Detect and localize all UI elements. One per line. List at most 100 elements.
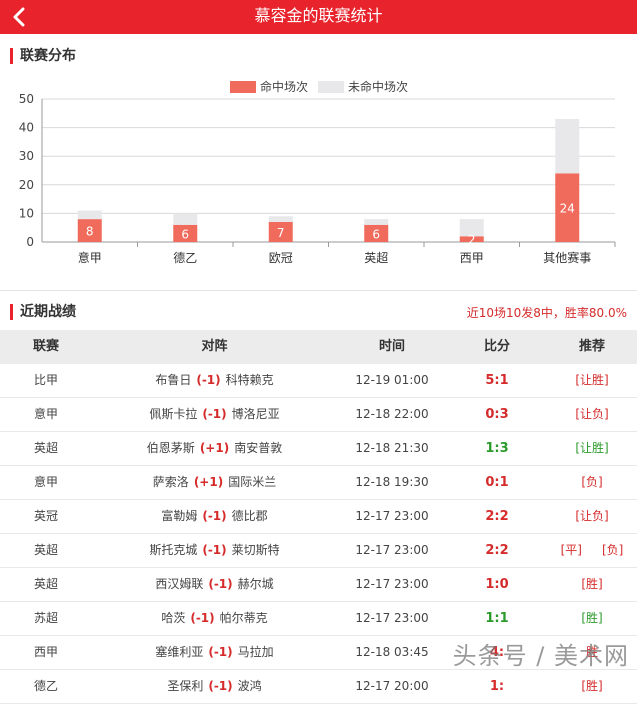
table-row[interactable]: 英冠 富勒姆 (-1) 德比郡 12-17 23:00 2:2 [让负] — [0, 500, 637, 534]
time-cell: 12-17 20:00 — [355, 679, 429, 693]
home-team: 佩斯卡拉 — [149, 407, 198, 421]
time-cell: 12-17 23:00 — [355, 611, 429, 625]
bar-miss — [555, 119, 580, 174]
table-header: 联赛 对阵 时间 比分 推荐 — [0, 330, 637, 364]
legend-swatch-miss — [318, 80, 344, 93]
away-team: 马拉加 — [237, 645, 274, 659]
away-team: 帕尔蒂克 — [219, 611, 268, 625]
bar-miss — [364, 219, 389, 225]
column-header-league: 联赛 — [32, 339, 59, 354]
recommend-tag: [胜] — [581, 679, 603, 693]
table-row[interactable]: 苏超 哈茨 (-1) 帕尔蒂克 12-17 23:00 1:1 [胜] — [0, 602, 637, 636]
recommend-cell: [让胜] — [547, 364, 637, 397]
recommend-tag: [让胜] — [575, 441, 609, 455]
table-row[interactable]: 英超 斯托克城 (-1) 莱切斯特 12-17 23:00 2:2 [平] [负] — [0, 534, 637, 568]
table-row[interactable]: 英超 伯恩茅斯 (+1) 南安普敦 12-18 21:30 1:3 [让胜] — [0, 432, 637, 466]
recommend-cell: 胜 — [547, 636, 637, 669]
match-cell: 圣保利 (-1) 波鸿 — [92, 670, 337, 703]
bar-hit — [77, 219, 102, 242]
bar-data-label: 24 — [560, 202, 575, 216]
recommend-tag: [平] — [560, 543, 582, 557]
league-bar-chart: 0 10 20 30 40 50 8 意甲 6 德乙 7 欧冠 6 英超 2 西甲 24 其他赛事 — [19, 92, 616, 265]
recommend-tag: [胜] — [581, 611, 603, 625]
score-value: 1: — [489, 679, 505, 694]
x-tick-label: 德乙 — [173, 250, 197, 265]
home-team: 圣保利 — [167, 679, 204, 693]
score-cell: 1:1 — [447, 602, 547, 635]
table-row[interactable]: 英超 西汉姆联 (-1) 赫尔城 12-17 23:00 1:0 [胜] — [0, 568, 637, 602]
y-tick-label: 40 — [19, 121, 34, 135]
record-summary: 近10场10发8中，胜率80.0% — [466, 306, 627, 320]
back-button[interactable] — [4, 0, 34, 34]
recommend-tag: [让负] — [575, 407, 609, 421]
bar-miss — [459, 219, 484, 237]
handicap: (-1) — [208, 645, 233, 659]
home-team: 斯托克城 — [149, 543, 198, 557]
legend-label-miss: 未命中场次 — [348, 80, 409, 94]
recommend-cell: [胜] — [547, 602, 637, 635]
bar-data-label: 6 — [181, 227, 189, 241]
recommend-cell: [让胜] — [547, 432, 637, 465]
app-header: 慕容金的联赛统计 — [0, 0, 637, 34]
section-accent-bar — [10, 304, 13, 320]
recommend-cell: [胜] — [547, 568, 637, 601]
bar-hit — [555, 173, 580, 242]
league-cell: 英冠 — [33, 509, 58, 523]
column-header-match: 对阵 — [201, 339, 228, 354]
handicap: (+1) — [193, 475, 224, 489]
bar-data-label: 6 — [372, 227, 380, 241]
score-value: 0:1 — [485, 475, 509, 490]
score-cell: 2:2 — [447, 500, 547, 533]
score-value: 1:0 — [485, 577, 509, 592]
away-team: 波鸿 — [237, 679, 262, 693]
legend-swatch-hit — [230, 80, 256, 93]
score-value: 2:2 — [485, 543, 509, 558]
y-tick-label: 0 — [26, 235, 34, 249]
recommend-tag: [让胜] — [575, 373, 609, 387]
league-cell: 苏超 — [33, 611, 58, 625]
league-cell: 西甲 — [33, 645, 58, 659]
handicap: (-1) — [202, 543, 227, 557]
away-team: 科特赖克 — [225, 373, 274, 387]
handicap: (-1) — [208, 577, 233, 591]
page-title: 慕容金的联赛统计 — [254, 6, 383, 25]
recommend-cell: [负] — [547, 466, 637, 499]
column-header-recommend: 推荐 — [578, 339, 605, 354]
away-team: 博洛尼亚 — [231, 407, 280, 421]
away-team: 国际米兰 — [228, 475, 277, 489]
score-cell: 1: — [447, 670, 547, 703]
match-cell: 佩斯卡拉 (-1) 博洛尼亚 — [92, 398, 337, 431]
score-cell: 2:2 — [447, 534, 547, 567]
recent-section-title: 近期战绩 — [20, 304, 76, 320]
match-cell: 萨索洛 (+1) 国际米兰 — [92, 466, 337, 499]
home-team: 塞维利亚 — [155, 645, 204, 659]
recommend-tag: [胜] — [581, 577, 603, 591]
table-row[interactable]: 意甲 萨索洛 (+1) 国际米兰 12-18 19:30 0:1 [负] — [0, 466, 637, 500]
score-value: 4: — [489, 645, 505, 660]
league-cell: 德乙 — [33, 679, 58, 693]
time-cell: 12-17 23:00 — [355, 577, 429, 591]
column-header-time: 时间 — [378, 339, 405, 354]
bar-miss — [268, 216, 293, 222]
table-row[interactable]: 德乙 圣保利 (-1) 波鸿 12-17 20:00 1: [胜] — [0, 670, 637, 704]
time-cell: 12-17 23:00 — [355, 509, 429, 523]
legend-item-hit: 命中场次 — [230, 78, 308, 95]
time-cell: 12-18 22:00 — [355, 407, 429, 421]
table-row[interactable]: 比甲 布鲁日 (-1) 科特赖克 12-19 01:00 5:1 [让胜] — [0, 364, 637, 398]
y-tick-label: 10 — [19, 206, 34, 220]
score-cell: 1:0 — [447, 568, 547, 601]
match-cell: 富勒姆 (-1) 德比郡 — [92, 500, 337, 533]
match-cell: 布鲁日 (-1) 科特赖克 — [92, 364, 337, 397]
score-value: 5:1 — [485, 373, 509, 388]
table-row[interactable]: 意甲 佩斯卡拉 (-1) 博洛尼亚 12-18 22:00 0:3 [让负] — [0, 398, 637, 432]
league-cell: 比甲 — [33, 373, 58, 387]
match-cell: 斯托克城 (-1) 莱切斯特 — [92, 534, 337, 567]
bar-hit — [364, 224, 389, 242]
bar-hit — [268, 221, 293, 242]
handicap: (+1) — [199, 441, 230, 455]
league-cell: 英超 — [33, 441, 58, 455]
table-row[interactable]: 西甲 塞维利亚 (-1) 马拉加 12-18 03:45 4: 胜 — [0, 636, 637, 670]
y-tick-label: 30 — [19, 149, 34, 163]
handicap: (-1) — [190, 611, 215, 625]
score-value: 1:1 — [485, 611, 509, 626]
